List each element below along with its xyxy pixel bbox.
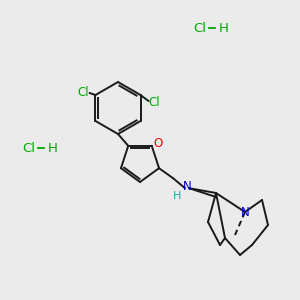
Text: N: N xyxy=(241,206,249,218)
Text: H: H xyxy=(48,142,58,154)
Text: O: O xyxy=(153,137,162,150)
Text: H: H xyxy=(219,22,229,34)
Text: Cl: Cl xyxy=(78,86,89,100)
Text: H: H xyxy=(173,191,181,201)
Text: N: N xyxy=(183,180,191,193)
Text: Cl: Cl xyxy=(22,142,35,154)
Text: Cl: Cl xyxy=(149,97,160,110)
Text: Cl: Cl xyxy=(193,22,206,34)
